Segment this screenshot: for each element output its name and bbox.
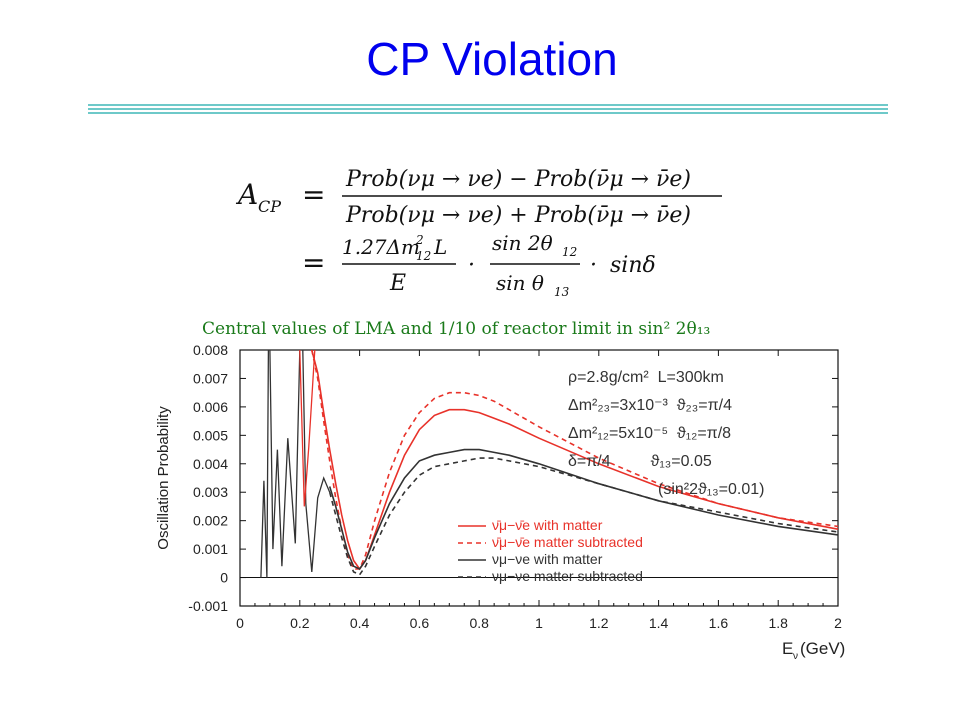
formula-lhs-sub: CP <box>258 197 281 216</box>
x-tick-label: 1.8 <box>768 615 788 631</box>
formula-dot-1: · <box>468 253 475 278</box>
legend-label: νμ−νe matter subtracted <box>492 568 643 584</box>
formula-term1-sup: 2 <box>415 233 424 247</box>
y-tick-label: 0.007 <box>193 370 228 386</box>
oscillation-spike <box>302 350 331 572</box>
y-tick-label: 0.003 <box>193 484 228 500</box>
series-line-1 <box>311 350 838 571</box>
x-tick-label: 2 <box>834 615 842 631</box>
param-line: (sin²2ϑ₁₃=0.01) <box>658 481 764 498</box>
oscillation-probability-chart: Central values of LMA and 1/10 of reacto… <box>155 319 845 662</box>
formula-eq-1: = <box>302 178 325 211</box>
x-tick-label: 0.4 <box>350 615 370 631</box>
low-energy-oscillations <box>260 350 331 578</box>
y-tick-label: 0.005 <box>193 427 228 443</box>
cp-asymmetry-formula: A CP = Prob(νμ → νe) − Prob(ν̄μ → ν̄e) P… <box>235 167 722 299</box>
legend-label: νμ−νe with matter <box>492 551 603 567</box>
y-axis-label: Oscillation Probability <box>155 406 172 550</box>
formula-eq-2: = <box>302 246 325 279</box>
x-tick-label: 1.6 <box>709 615 729 631</box>
x-tick-label: 1 <box>535 615 543 631</box>
chart-title: Central values of LMA and 1/10 of reacto… <box>202 319 710 339</box>
y-tick-label: -0.001 <box>188 598 228 614</box>
param-line: ρ=2.8g/cm² L=300km <box>568 369 724 386</box>
oscillation-spike <box>269 350 301 567</box>
x-tick-label: 1.2 <box>589 615 609 631</box>
y-tick-label: 0.008 <box>193 342 228 358</box>
x-tick-label: 0.8 <box>469 615 489 631</box>
formula-term1-sub: 12 <box>416 249 431 263</box>
x-tick-label: 0.6 <box>410 615 430 631</box>
plot-frame <box>239 349 839 607</box>
y-tick-label: 0 <box>220 570 228 586</box>
formula-dot-2: · <box>590 253 597 278</box>
slide-title: CP Violation <box>366 33 618 85</box>
formula-term2-den: sin θ <box>496 271 544 295</box>
formula-numerator: Prob(νμ → νe) − Prob(ν̄μ → ν̄e) <box>345 167 691 192</box>
formula-term1-num: 1.27Δm <box>342 235 420 259</box>
oscillation-spike <box>260 350 270 578</box>
title-rule <box>88 104 888 118</box>
y-tick-label: 0.001 <box>193 541 228 557</box>
x-tick-label: 0.2 <box>290 615 310 631</box>
oscillation-spike <box>299 350 316 507</box>
legend-label: ν̄μ−ν̄e with matter <box>492 517 603 533</box>
series-line-3 <box>328 448 838 571</box>
formula-lhs: A <box>235 178 258 211</box>
param-line: δ=π/4 ϑ₁₃=0.05 <box>568 453 712 470</box>
y-tick-label: 0.002 <box>193 513 228 529</box>
x-tick-label: 1.4 <box>649 615 669 631</box>
formula-term2-den-sub: 13 <box>554 285 570 299</box>
series-line-2 <box>311 350 838 570</box>
x-tick-label: 0 <box>236 615 244 631</box>
formula-tail: sinδ <box>610 253 656 278</box>
x-axis-label-unit: (GeV) <box>800 639 845 658</box>
param-line: Δm²₂₃=3x10⁻³ ϑ₂₃=π/4 <box>568 397 732 414</box>
formula-term2-num: sin 2θ <box>492 231 553 255</box>
x-axis-label: E <box>782 639 793 658</box>
y-tick-label: 0.006 <box>193 399 228 415</box>
param-line: Δm²₁₂=5x10⁻⁵ ϑ₁₂=π/8 <box>568 425 731 442</box>
formula-denominator: Prob(νμ → νe) + Prob(ν̄μ → ν̄e) <box>345 203 691 228</box>
x-axis-label-sub: ν <box>793 651 798 662</box>
legend-label: ν̄μ−ν̄e matter subtracted <box>492 534 643 550</box>
formula-term2-num-sub: 12 <box>562 245 577 259</box>
y-tick-label: 0.004 <box>193 456 228 472</box>
formula-term1-den: E <box>389 271 406 296</box>
formula-term1-tail: L <box>433 235 447 259</box>
